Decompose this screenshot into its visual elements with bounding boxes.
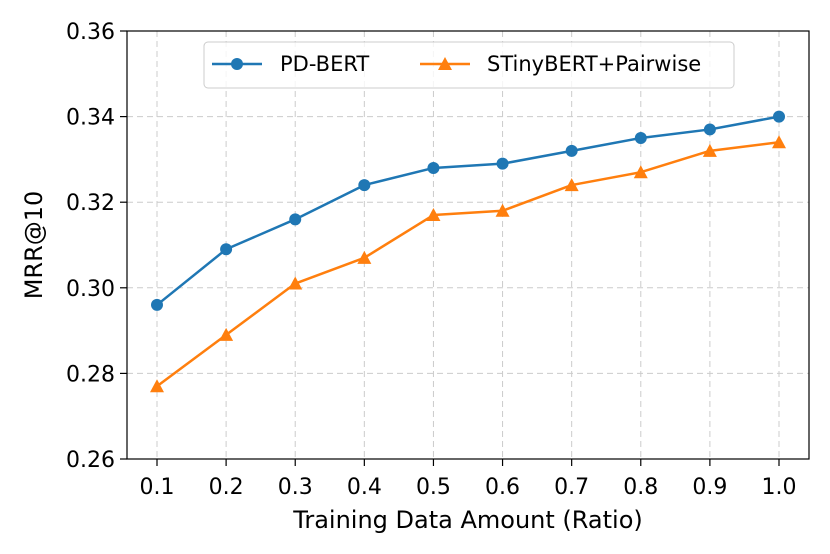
y-tick-label: 0.32 [66,191,115,216]
y-tick-label: 0.36 [66,20,115,45]
data-point-stinybert-pairwise [426,208,441,222]
x-tick-label: 0.1 [140,475,175,500]
legend-label-stinybert: STinyBERT+Pairwise [487,52,701,76]
data-point-stinybert-pairwise [564,178,579,192]
series-line-stinybert-pairwise [156,141,780,388]
data-point-stinybert-pairwise [219,327,234,341]
data-point-pd-bert [703,123,716,136]
x-tick-label: 0.3 [278,475,313,500]
y-tick-label: 0.26 [66,448,115,473]
data-point-stinybert-pairwise [702,143,717,157]
data-point-stinybert-pairwise [633,165,648,179]
data-point-pd-bert [634,132,647,144]
data-point-stinybert-pairwise [357,250,372,264]
x-tick-label: 0.9 [692,475,727,500]
data-point-pd-bert [773,110,785,123]
legend-marker-stinybert [438,57,452,70]
x-tick-label: 0.7 [554,475,589,500]
data-point-pd-bert [496,157,509,170]
series-layer [150,110,786,393]
x-tick-label: 0.4 [347,475,382,500]
legend: PD-BERT STinyBERT+Pairwise [203,41,735,89]
y-tick-label: 0.28 [66,362,115,387]
data-point-stinybert-pairwise [288,276,303,290]
data-point-pd-bert [289,213,302,226]
y-tick-label: 0.30 [66,277,115,302]
data-point-pd-bert [358,179,371,192]
x-tick-label: 1.0 [762,475,797,500]
series-pd-bert [151,110,785,311]
data-point-pd-bert [151,298,163,311]
legend-label-pd-bert: PD-BERT [280,52,369,76]
data-point-stinybert-pairwise [772,135,786,149]
legend-marker-pd-bert [231,58,243,70]
data-point-pd-bert [427,161,440,174]
x-tick-label: 0.8 [623,475,658,500]
data-point-stinybert-pairwise [495,203,510,217]
data-point-pd-bert [220,243,233,256]
y-tick-label: 0.34 [66,106,115,131]
data-point-stinybert-pairwise [150,379,164,393]
data-point-pd-bert [565,144,578,157]
x-tick-label: 0.5 [416,475,451,500]
y-axis: 0.26 0.28 0.30 0.32 0.34 0.36 [66,20,127,473]
x-tick-label: 0.6 [485,475,520,500]
plot-frame [126,30,810,460]
y-axis-label: MRR@10 [20,191,48,300]
x-tick-label: 0.2 [209,475,244,500]
series-stinybert-pairwise [150,135,786,393]
series-line-pd-bert [156,115,780,306]
x-axis: 0.1 0.2 0.3 0.4 0.5 0.6 0.7 0.8 0.9 1.0 [140,459,797,500]
x-axis-label: Training Data Amount (Ratio) [292,506,643,534]
